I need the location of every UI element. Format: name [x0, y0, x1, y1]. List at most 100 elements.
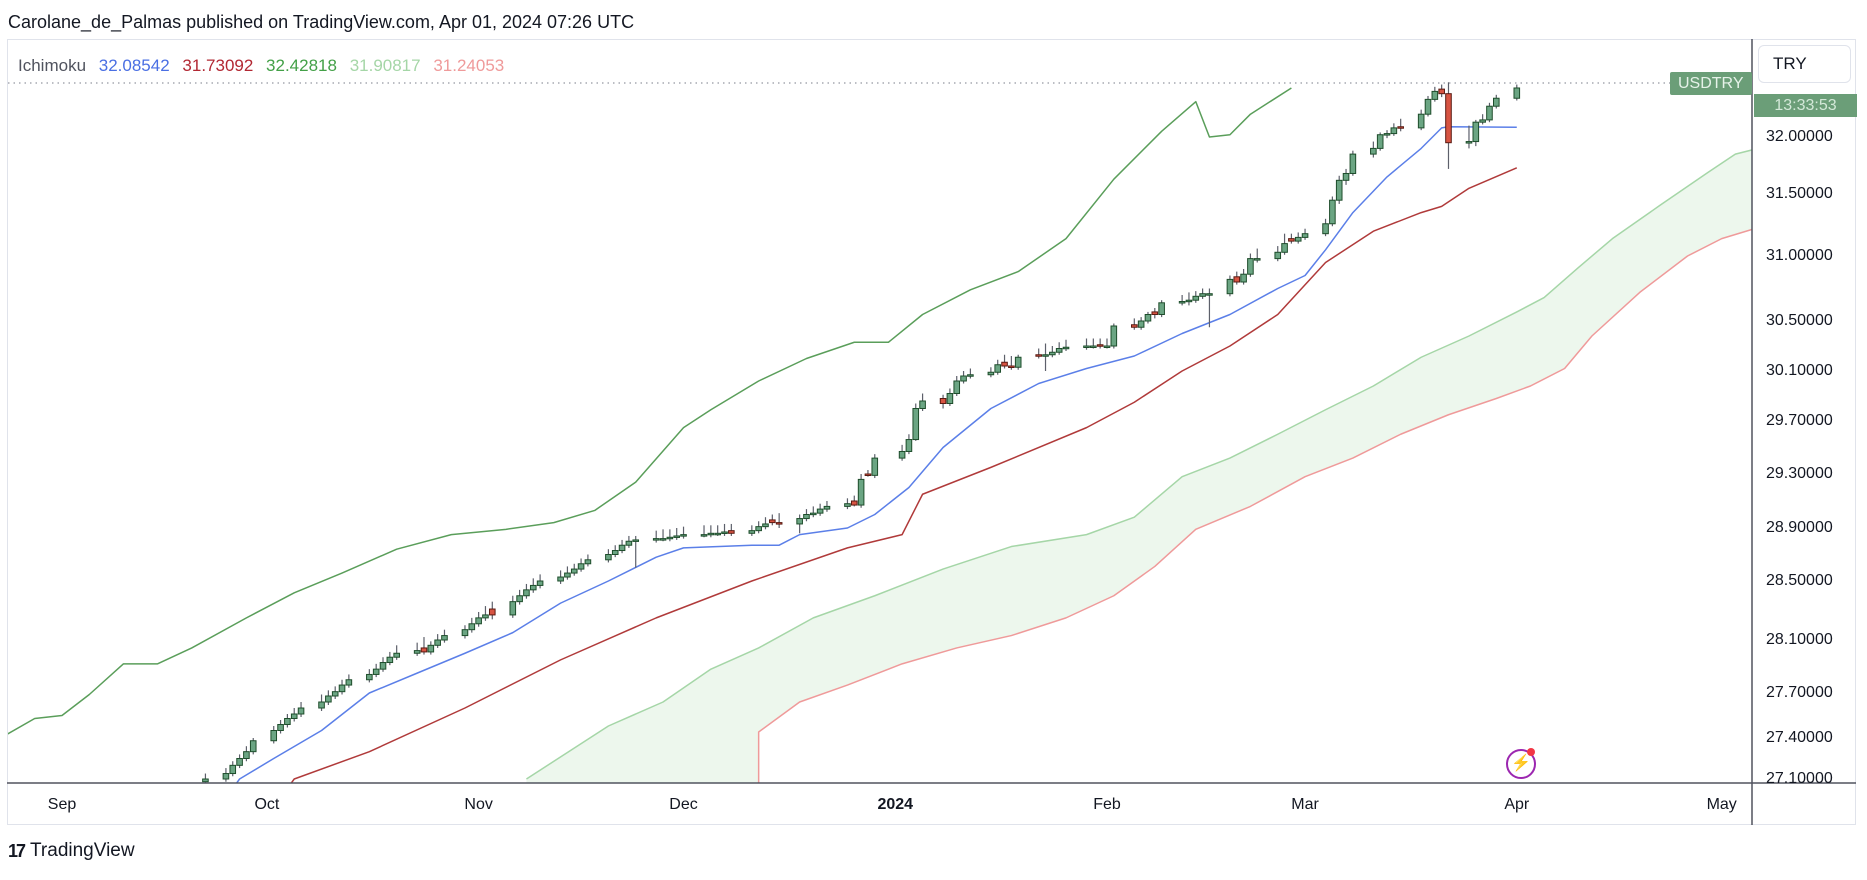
candle-body [564, 572, 571, 578]
candle-up [290, 708, 298, 722]
candle-body [728, 530, 735, 534]
candle-up [1055, 342, 1063, 355]
candle-body [482, 614, 489, 619]
candle-body [1281, 243, 1288, 253]
candle-up [468, 617, 476, 633]
candle-body [1376, 134, 1384, 149]
candle-body [1274, 251, 1282, 260]
candle-body [618, 544, 626, 552]
base-line [290, 167, 1518, 783]
candle-up [652, 530, 660, 543]
cloud-fill [526, 149, 1752, 783]
candle-body [796, 518, 803, 525]
candle-up [919, 393, 926, 411]
candle-up [1137, 317, 1145, 330]
bar-countdown-label: 13:33:53 [1754, 94, 1857, 117]
candle-body [714, 532, 721, 536]
candle-up [482, 606, 489, 621]
candle-up [325, 690, 332, 705]
candle-body [755, 526, 762, 532]
candle-body [769, 519, 776, 524]
candle-body [810, 512, 817, 516]
candle-down [1397, 118, 1404, 132]
candle-body [1090, 345, 1097, 348]
candle-body [1445, 93, 1452, 144]
candle-up [564, 566, 571, 580]
candle-body [372, 668, 380, 675]
candle-up [700, 525, 708, 538]
candle-up [673, 528, 681, 540]
candle-down [1131, 318, 1138, 330]
candle-body [1240, 273, 1247, 283]
candle-body [1192, 295, 1200, 301]
lightning-icon[interactable]: ⚡ [1506, 749, 1536, 779]
price-tick-label: 28.90000 [1766, 519, 1833, 536]
candle-body [277, 724, 284, 731]
candle-body [1486, 105, 1493, 121]
candle-up [953, 376, 961, 396]
candle-body [516, 595, 523, 603]
candle-body [1233, 276, 1241, 283]
candle-up [1042, 343, 1049, 371]
candle-body [393, 652, 400, 658]
candle-body [1055, 348, 1063, 353]
candle-up [249, 738, 257, 755]
candle-down [420, 637, 428, 655]
currency-button[interactable]: TRY [1758, 45, 1851, 83]
candle-body [967, 374, 974, 377]
price-tick-label: 27.40000 [1766, 729, 1833, 746]
candle-body [1370, 147, 1377, 155]
candle-down [1445, 82, 1452, 169]
price-tick-label: 27.70000 [1766, 684, 1833, 701]
candle-body [953, 380, 961, 394]
candle-up [372, 663, 380, 678]
candle-body [345, 679, 353, 686]
candle-up [1247, 253, 1254, 277]
footer-brand[interactable]: 17 TradingView [8, 840, 135, 862]
candle-up [857, 474, 865, 508]
candle-up [516, 589, 523, 605]
candle-body [823, 505, 831, 510]
candle-body [1472, 121, 1480, 143]
candle-up [529, 578, 537, 593]
time-tick-label: Oct [254, 796, 280, 813]
candle-up [577, 558, 585, 572]
candle-up [1253, 248, 1261, 263]
candle-body [700, 534, 708, 537]
candle-up [318, 694, 325, 711]
candle-body [659, 538, 667, 541]
time-tick-label: Nov [464, 796, 493, 813]
candle-up [871, 454, 879, 479]
candle-body [1397, 126, 1404, 129]
candle-down [488, 601, 496, 620]
candle-body [803, 514, 810, 520]
candle-down [1001, 354, 1008, 369]
indicator-legend[interactable]: Ichimoku 32.08542 31.73092 32.42818 31.9… [18, 56, 512, 76]
candle-up [1049, 346, 1056, 358]
candle-body [1493, 97, 1500, 107]
candle-up [1472, 119, 1480, 147]
candle-body [202, 778, 209, 783]
candle-body [461, 629, 469, 637]
time-tick-label: Apr [1504, 796, 1530, 813]
candle-up [222, 768, 230, 782]
candle-body [1158, 302, 1165, 315]
candle-body [523, 589, 530, 597]
candle-up [434, 634, 441, 648]
symbol-price-label: USDTRY [1670, 72, 1752, 95]
candle-body [1035, 354, 1042, 357]
candle-up [967, 368, 974, 379]
candle-up [707, 525, 715, 538]
candle-up [1110, 323, 1118, 349]
notification-dot-icon [1527, 748, 1535, 756]
price-tick-label: 31.50000 [1766, 185, 1833, 202]
candle-up [666, 529, 674, 542]
candle-up [441, 629, 448, 643]
price-tick-label: 29.70000 [1766, 412, 1833, 429]
candle-body [605, 554, 612, 561]
candle-body [762, 523, 769, 528]
candle-up [570, 563, 578, 576]
candle-up [584, 554, 592, 567]
candle-up [987, 367, 995, 378]
